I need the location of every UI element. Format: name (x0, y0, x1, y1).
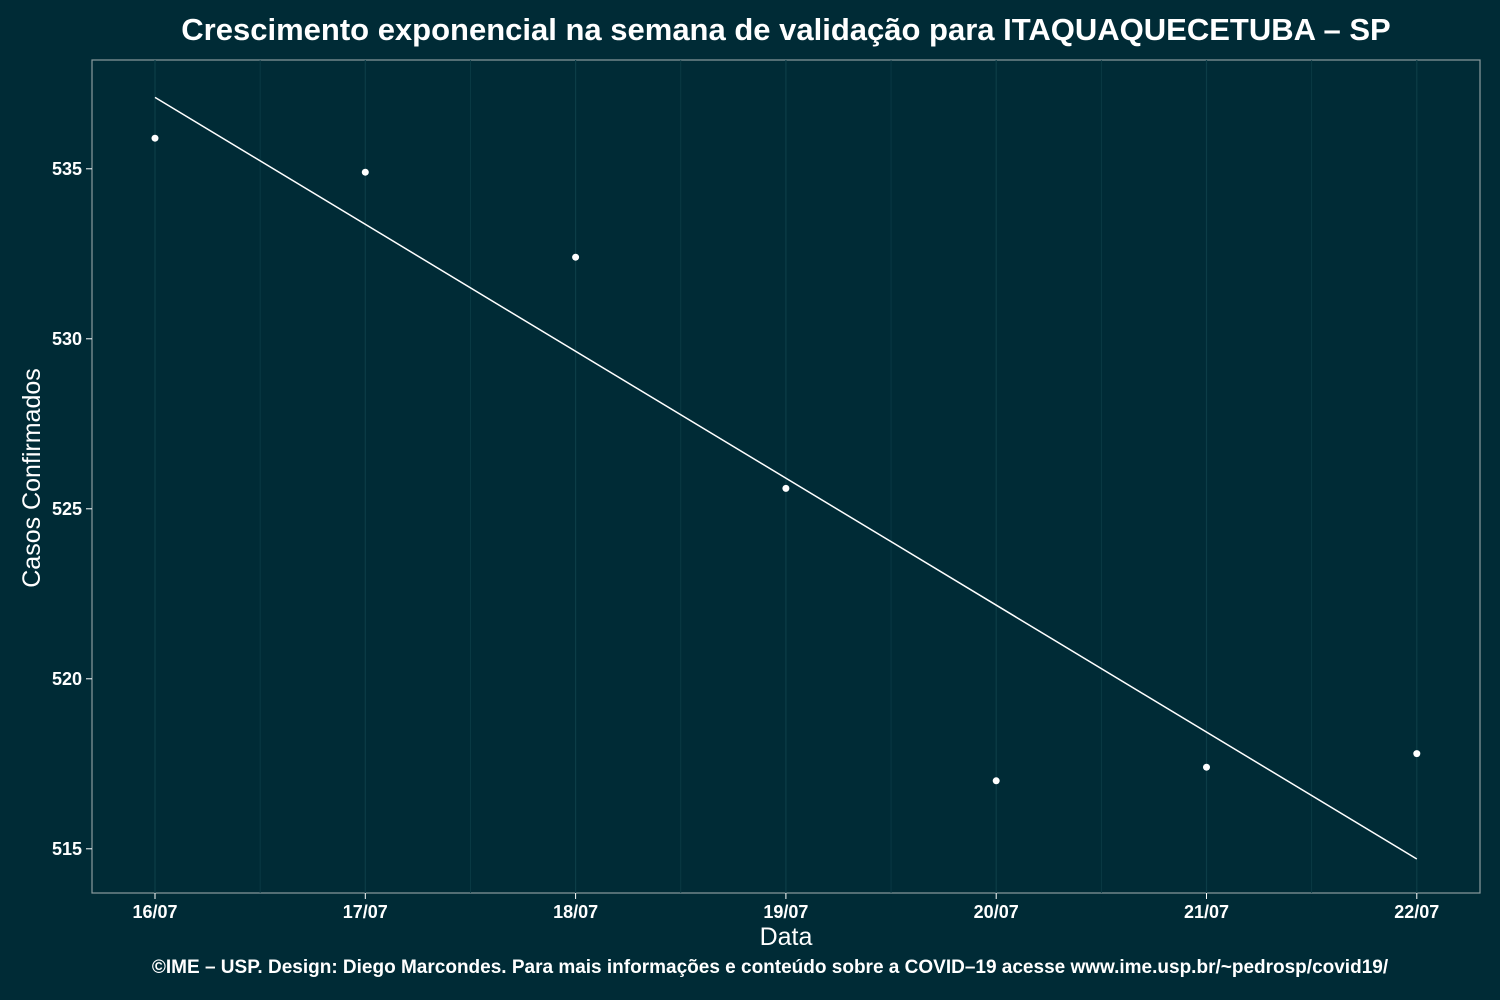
y-axis-title: Casos Confirmados (18, 368, 46, 588)
x-axis-title: Data (760, 923, 813, 951)
x-tick-label: 19/07 (763, 902, 808, 922)
x-tick-label: 18/07 (553, 902, 598, 922)
x-tick-label: 20/07 (974, 902, 1019, 922)
y-tick-label: 520 (52, 669, 82, 689)
chart-title: Crescimento exponencial na semana de val… (181, 12, 1391, 47)
data-point-18-07 (572, 253, 580, 261)
x-tick-label: 17/07 (343, 902, 388, 922)
y-tick-label: 525 (52, 499, 82, 519)
x-tick-label: 22/07 (1394, 902, 1439, 922)
x-tick-label: 21/07 (1184, 902, 1229, 922)
x-axis: 16/07 17/07 18/07 19/07 20/07 21/07 22/07 (132, 893, 1439, 922)
data-point-22-07 (1413, 750, 1421, 758)
x-tick-label: 16/07 (132, 902, 177, 922)
data-point-19-07 (782, 484, 790, 492)
data-point-20-07 (992, 777, 1000, 785)
footer-credit: ©IME – USP. Design: Diego Marcondes. Par… (151, 957, 1389, 978)
y-tick-label: 515 (52, 839, 82, 859)
data-point-21-07 (1203, 763, 1210, 771)
grid-lines (154, 60, 1418, 893)
fit-line (154, 96, 1418, 860)
data-points (151, 134, 1421, 785)
data-point-16-07 (151, 134, 159, 142)
data-point-17-07 (361, 168, 369, 176)
y-axis: 515 520 525 530 535 (52, 159, 92, 859)
y-tick-label: 535 (52, 159, 82, 179)
y-tick-label: 530 (52, 329, 82, 349)
